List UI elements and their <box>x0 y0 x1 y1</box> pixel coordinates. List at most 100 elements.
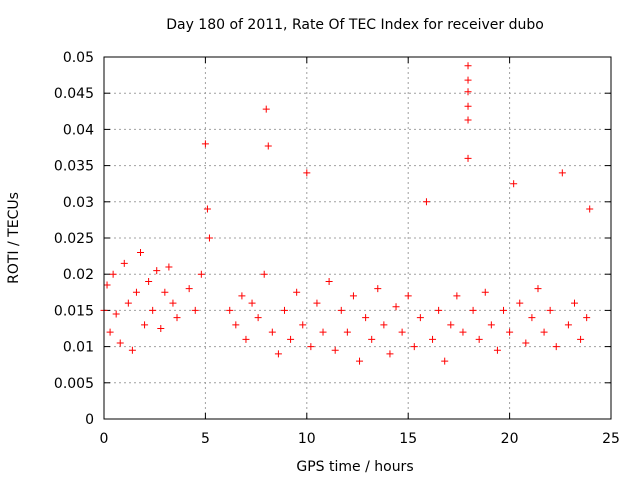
data-point <box>106 328 114 336</box>
data-point <box>303 169 311 177</box>
data-point <box>362 314 370 322</box>
data-point <box>268 328 276 336</box>
data-point <box>522 339 530 347</box>
data-point <box>137 248 145 256</box>
data-point <box>453 292 461 300</box>
data-point <box>558 169 566 177</box>
data-point <box>116 339 124 347</box>
y-tick-label: 0.015 <box>54 303 94 319</box>
data-point <box>313 299 321 307</box>
data-points <box>100 62 594 365</box>
data-point <box>516 299 524 307</box>
data-point <box>487 321 495 329</box>
data-point <box>447 321 455 329</box>
data-point <box>398 328 406 336</box>
data-point <box>226 306 234 314</box>
data-point <box>356 357 364 365</box>
data-point <box>416 314 424 322</box>
data-point <box>153 267 161 275</box>
y-tick-label: 0 <box>85 412 94 428</box>
data-point <box>173 314 181 322</box>
data-point <box>343 328 351 336</box>
data-point <box>203 205 211 213</box>
data-point <box>422 198 430 206</box>
y-tick-label: 0.03 <box>63 195 94 211</box>
data-point <box>459 328 467 336</box>
data-point <box>586 205 594 213</box>
data-point <box>260 270 268 278</box>
plot-frame <box>103 56 612 420</box>
data-point <box>337 306 345 314</box>
data-point <box>528 314 536 322</box>
y-tick-label: 0.01 <box>63 340 94 356</box>
data-point <box>169 299 177 307</box>
x-axis-label: GPS time / hours <box>296 459 413 475</box>
x-tick-labels: 0 5 10 15 20 25 <box>100 431 620 447</box>
data-point <box>583 314 591 322</box>
data-point <box>534 285 542 293</box>
data-point <box>161 288 169 296</box>
data-point <box>493 346 501 354</box>
data-point <box>128 346 136 354</box>
data-point <box>464 76 472 84</box>
data-point <box>392 303 400 311</box>
data-point <box>374 285 382 293</box>
data-point <box>157 325 165 332</box>
data-point <box>205 234 213 242</box>
data-point <box>112 310 120 318</box>
data-point <box>242 335 250 343</box>
data-point <box>191 306 199 314</box>
data-point <box>248 299 256 307</box>
data-point <box>109 270 117 278</box>
data-point <box>274 350 282 358</box>
data-point <box>464 102 472 110</box>
data-point <box>464 116 472 124</box>
x-tick-label: 15 <box>399 431 417 447</box>
data-point <box>280 306 288 314</box>
data-point <box>500 306 508 314</box>
data-point <box>319 328 327 336</box>
data-point <box>287 335 295 343</box>
data-point <box>293 288 301 296</box>
data-point <box>510 180 518 188</box>
data-point <box>410 343 418 351</box>
data-point <box>325 277 333 285</box>
data-point <box>368 335 376 343</box>
data-point <box>120 259 128 267</box>
data-point <box>262 105 270 113</box>
data-point <box>540 328 548 336</box>
y-tick-labels: 0 0.005 0.01 0.015 0.02 0.025 0.03 0.035 0.04 0.0… <box>54 50 94 428</box>
data-point <box>481 288 489 296</box>
data-point <box>464 62 472 70</box>
data-point <box>185 285 193 293</box>
data-point <box>141 321 149 329</box>
data-point <box>435 306 443 314</box>
y-tick-label: 0.035 <box>54 159 94 175</box>
y-tick-label: 0.05 <box>63 50 94 66</box>
y-tick-label: 0.005 <box>54 376 94 392</box>
data-point <box>331 346 339 354</box>
data-point <box>464 88 472 96</box>
data-point <box>132 288 140 296</box>
y-tick-label: 0.04 <box>63 122 94 138</box>
data-point <box>232 321 240 329</box>
x-tick-label: 25 <box>602 431 620 447</box>
y-tick-label: 0.02 <box>63 267 94 283</box>
grid-lines <box>104 57 611 419</box>
data-point <box>264 142 272 150</box>
data-point <box>254 314 262 322</box>
data-point <box>404 292 412 300</box>
data-point <box>103 281 111 289</box>
data-point <box>564 321 572 329</box>
data-point <box>238 292 246 300</box>
data-point <box>165 263 173 271</box>
data-point <box>475 335 483 343</box>
x-tick-label: 5 <box>201 431 210 447</box>
data-point <box>307 343 315 351</box>
data-point <box>552 343 560 351</box>
data-point <box>469 306 477 314</box>
chart-title: Day 180 of 2011, Rate Of TEC Index for r… <box>166 17 544 33</box>
y-axis-label: ROTI / TECUs <box>6 192 22 284</box>
data-point <box>380 321 388 329</box>
